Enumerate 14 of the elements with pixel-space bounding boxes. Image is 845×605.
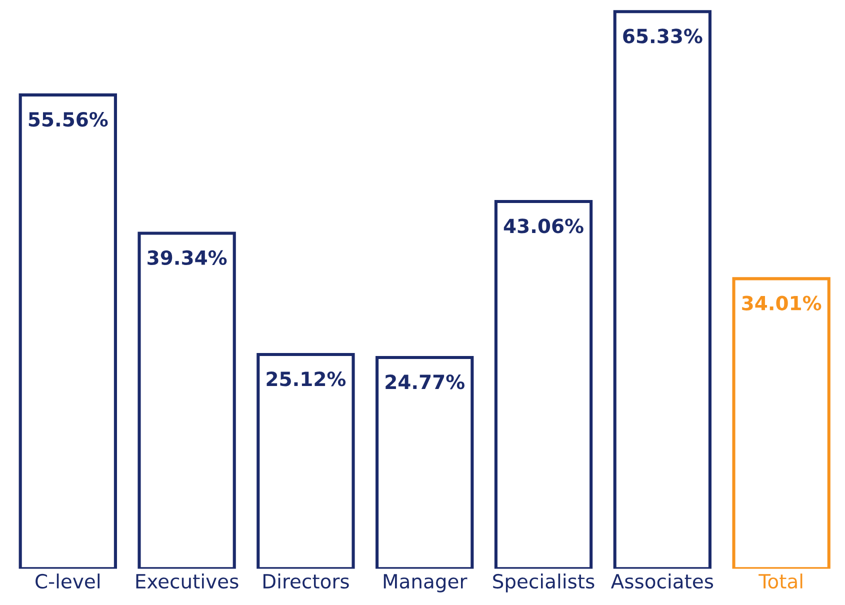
data-label: 34.01% — [742, 296, 822, 310]
data-label: 39.34% — [148, 250, 227, 266]
x-tick-label: Executives — [136, 574, 238, 589]
x-tick-label: Specialists — [493, 574, 594, 592]
x-tick-label: Manager — [384, 574, 468, 592]
x-tick-label: Directors — [264, 574, 349, 589]
x-tick-label: Total — [758, 574, 802, 589]
x-tick-label: C-level — [36, 574, 100, 589]
data-label: 43.06% — [504, 218, 584, 234]
data-label: 24.77% — [386, 374, 464, 390]
data-label: 25.12% — [266, 372, 346, 386]
data-label: 55.56% — [28, 112, 108, 127]
x-tick-label: Associates — [610, 574, 714, 589]
data-label: 65.33% — [623, 28, 702, 44]
